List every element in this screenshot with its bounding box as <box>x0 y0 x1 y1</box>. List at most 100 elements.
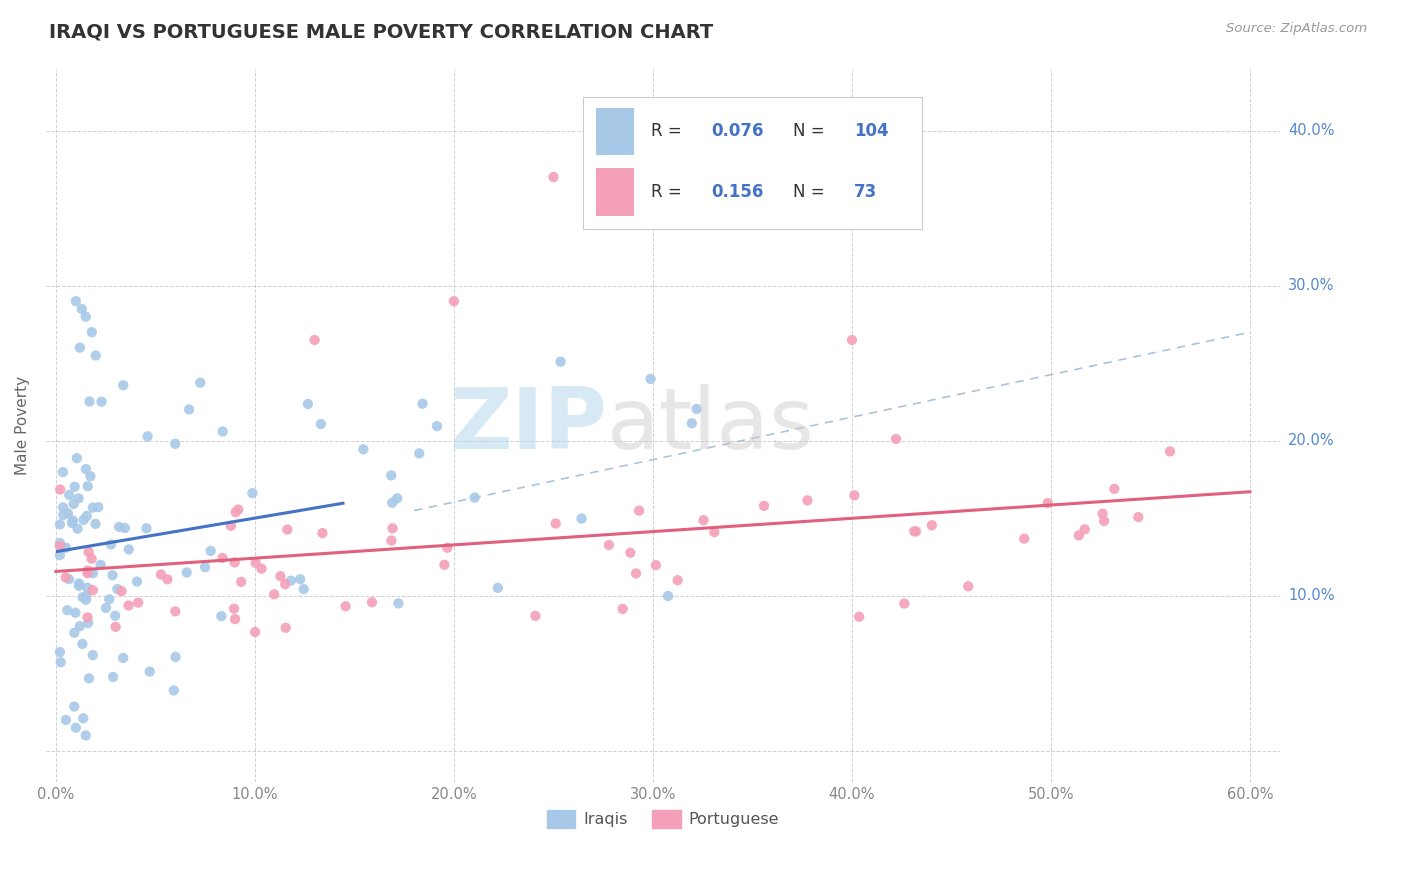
Point <box>194 560 217 574</box>
Point <box>903 524 925 539</box>
Point <box>796 493 818 508</box>
Point <box>117 599 139 613</box>
Point <box>114 521 136 535</box>
Point <box>486 581 509 595</box>
Point <box>66 451 89 466</box>
Point <box>412 397 434 411</box>
Point <box>67 576 90 591</box>
Point <box>75 310 97 324</box>
Point <box>245 556 267 570</box>
Point <box>72 590 94 604</box>
Point <box>77 615 100 630</box>
Point <box>62 497 84 511</box>
Point <box>550 354 572 368</box>
Point <box>263 587 285 601</box>
Point <box>335 599 357 614</box>
Point <box>72 637 94 651</box>
Point <box>1159 444 1181 458</box>
Point <box>75 729 97 743</box>
Point <box>101 568 124 582</box>
Point <box>433 558 456 572</box>
Point <box>200 544 222 558</box>
Point <box>231 574 253 589</box>
Point <box>118 542 141 557</box>
Point <box>82 500 104 515</box>
Point <box>524 608 547 623</box>
Text: Source: ZipAtlas.com: Source: ZipAtlas.com <box>1226 22 1367 36</box>
Point <box>76 610 98 624</box>
Point <box>848 609 870 624</box>
Point <box>893 597 915 611</box>
Point <box>242 486 264 500</box>
Point <box>139 665 162 679</box>
Point <box>1067 528 1090 542</box>
Point <box>104 608 127 623</box>
Point <box>76 589 98 603</box>
Point <box>56 603 79 617</box>
Point <box>82 583 104 598</box>
Point <box>443 294 465 309</box>
Point <box>149 567 172 582</box>
Point <box>156 572 179 586</box>
Point <box>76 479 98 493</box>
Point <box>1036 496 1059 510</box>
Point <box>274 577 297 591</box>
Point <box>67 491 90 506</box>
Point <box>49 645 72 659</box>
Point <box>250 561 273 575</box>
Point <box>211 551 233 566</box>
Point <box>288 572 311 586</box>
Point <box>165 437 187 451</box>
Point <box>619 546 641 560</box>
Y-axis label: Male Poverty: Male Poverty <box>15 376 30 475</box>
Point <box>65 721 87 735</box>
Point <box>125 574 148 589</box>
Point <box>101 670 124 684</box>
Legend: Iraqis, Portuguese: Iraqis, Portuguese <box>540 804 786 835</box>
Point <box>1092 514 1115 528</box>
Point <box>188 376 211 390</box>
Point <box>76 566 98 581</box>
Point <box>292 582 315 596</box>
Point <box>112 651 135 665</box>
Point <box>1128 510 1150 524</box>
Point <box>82 648 104 662</box>
Point <box>67 579 90 593</box>
Point <box>243 625 266 640</box>
Point <box>598 538 620 552</box>
Point <box>84 349 107 363</box>
Point <box>226 502 249 516</box>
Point <box>381 521 404 535</box>
Point <box>628 503 651 517</box>
Point <box>58 488 80 502</box>
Point <box>94 601 117 615</box>
Point <box>80 551 103 566</box>
Point <box>135 521 157 535</box>
Point <box>692 513 714 527</box>
Point <box>884 432 907 446</box>
Point <box>387 491 409 506</box>
Point <box>80 325 103 339</box>
Point <box>274 621 297 635</box>
Point <box>110 584 132 599</box>
Text: 30.0%: 30.0% <box>1288 278 1334 293</box>
Point <box>380 468 402 483</box>
Point <box>104 620 127 634</box>
Point <box>63 625 86 640</box>
Point <box>361 595 384 609</box>
Point <box>75 462 97 476</box>
Text: 40.0%: 40.0% <box>1288 123 1334 138</box>
Point <box>69 619 91 633</box>
Point <box>90 558 112 572</box>
Point <box>70 301 93 316</box>
Point <box>63 699 86 714</box>
Point <box>76 581 98 595</box>
Point <box>98 592 121 607</box>
Point <box>62 513 84 527</box>
Point <box>72 711 94 725</box>
Point <box>79 469 101 483</box>
Point <box>66 522 89 536</box>
Point <box>844 488 866 502</box>
Point <box>624 566 647 581</box>
Point <box>49 548 72 562</box>
